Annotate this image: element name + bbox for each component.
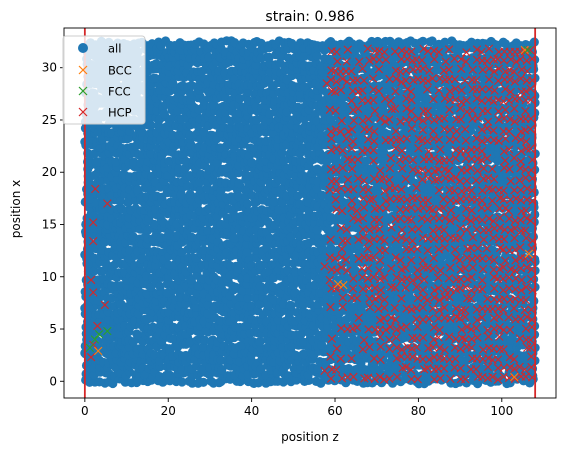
data-point-all xyxy=(89,211,99,221)
plot-area xyxy=(80,36,540,389)
data-point-all xyxy=(286,301,296,311)
data-point-all xyxy=(133,185,143,195)
data-point-all xyxy=(176,189,186,200)
data-point-all xyxy=(93,157,103,167)
data-point-all xyxy=(159,109,169,119)
data-point-all xyxy=(129,157,139,167)
data-point-all xyxy=(500,39,510,49)
data-point-all xyxy=(185,189,195,199)
data-point-all xyxy=(137,127,147,137)
data-point-all xyxy=(89,149,99,159)
data-point-all xyxy=(186,326,196,336)
data-point-all xyxy=(108,378,118,389)
data-point-all xyxy=(155,372,165,382)
data-point-all xyxy=(146,149,156,159)
data-point-all xyxy=(115,196,125,206)
data-point-all xyxy=(150,73,160,83)
data-point-all xyxy=(168,78,178,88)
data-point-all xyxy=(246,157,257,168)
data-point-all xyxy=(85,157,95,167)
data-point-all xyxy=(155,281,165,291)
data-point-all xyxy=(164,156,174,166)
data-point-all xyxy=(93,296,103,306)
data-point-all xyxy=(177,377,187,387)
data-point-all xyxy=(173,106,183,116)
data-point-all xyxy=(93,337,104,347)
data-point-all xyxy=(137,254,147,264)
data-point-all xyxy=(89,266,99,276)
data-point-all xyxy=(169,334,179,344)
series-all xyxy=(80,36,540,389)
data-point-all xyxy=(146,120,156,131)
